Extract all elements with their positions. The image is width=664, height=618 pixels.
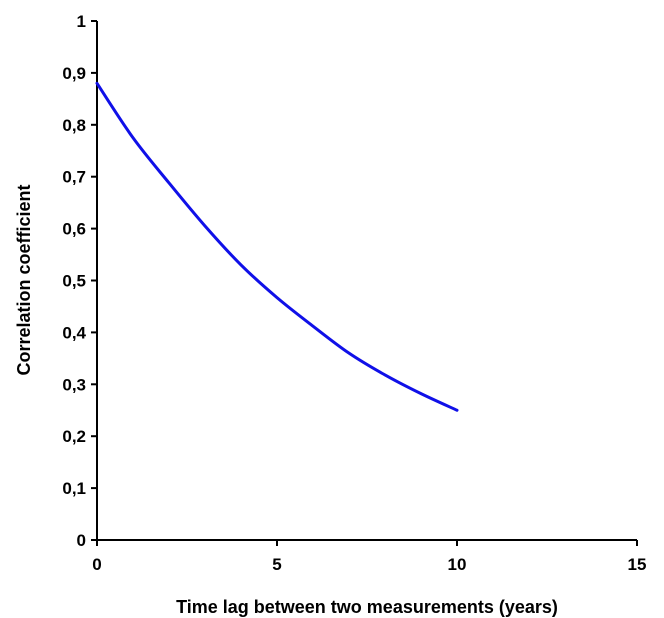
x-tick-label: 5 <box>272 555 281 574</box>
x-ticks: 0 5 10 15 <box>92 540 646 574</box>
series-layer <box>95 81 459 412</box>
y-tick-label: 0,7 <box>62 168 86 187</box>
y-axis-title: Correlation coefficient <box>14 184 34 375</box>
x-axis-title: Time lag between two measurements (years… <box>176 597 558 617</box>
y-tick-label: 0,3 <box>62 375 86 394</box>
x-tick-label: 10 <box>448 555 467 574</box>
y-tick-label: 0,8 <box>62 116 86 135</box>
series-line-0 <box>95 81 459 412</box>
y-tick-label: 0,9 <box>62 64 86 83</box>
y-tick-label: 1 <box>77 12 86 31</box>
y-tick-label: 0,5 <box>62 272 86 291</box>
x-tick-label: 0 <box>92 555 101 574</box>
x-tick-label: 15 <box>628 555 647 574</box>
y-tick-label: 0,6 <box>62 220 86 239</box>
y-ticks: 0 0,1 0,2 0,3 0,4 0,5 0,6 0,7 0,8 0,9 1 <box>62 12 97 550</box>
y-tick-label: 0,2 <box>62 427 86 446</box>
axes <box>96 21 637 541</box>
y-tick-label: 0 <box>77 531 86 550</box>
y-tick-label: 0,4 <box>62 323 86 342</box>
y-tick-label: 0,1 <box>62 479 86 498</box>
